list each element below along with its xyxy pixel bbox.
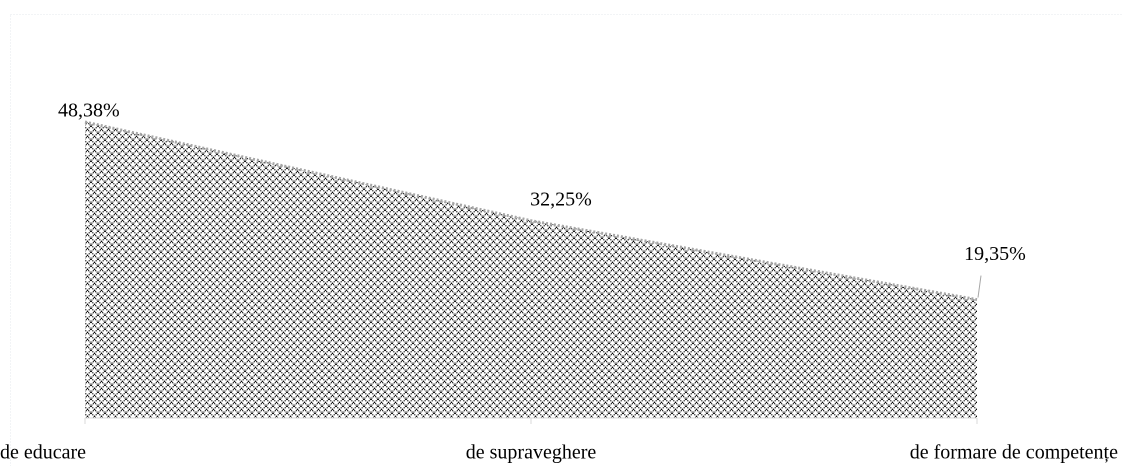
data-label: 32,25%	[530, 188, 592, 210]
data-label: 48,38%	[58, 100, 120, 122]
x-tick-label: de formare de competențe	[910, 442, 1118, 464]
x-tick-label: de educare	[0, 442, 86, 464]
data-label: 19,35%	[964, 243, 1026, 265]
area	[85, 122, 977, 418]
x-tick-label: de supraveghere	[466, 442, 597, 464]
leader-line	[977, 275, 982, 298]
area-line	[84, 120, 978, 302]
chart-frame	[10, 14, 1123, 466]
